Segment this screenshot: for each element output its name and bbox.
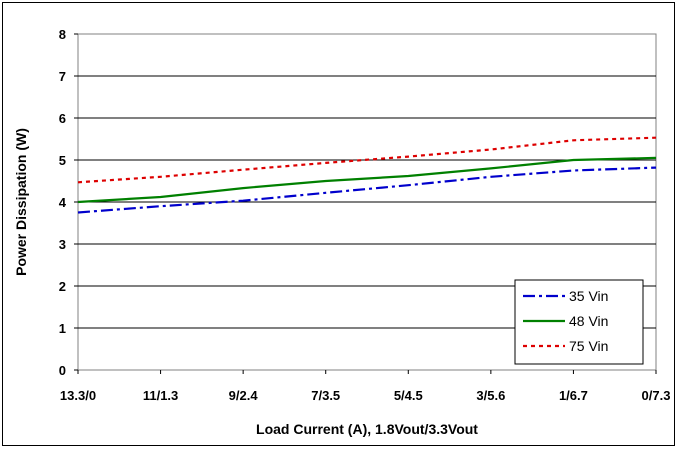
y-axis-title: Power Dissipation (W) bbox=[13, 128, 29, 276]
power-dissipation-chart: 0 1 2 3 4 5 6 7 8 13.3/0 11/1.3 9/2.4 7/3.5 5/4.5 3/5… bbox=[13, 27, 671, 437]
legend-label: 35 Vin bbox=[569, 288, 608, 304]
y-tick-label: 2 bbox=[59, 279, 66, 294]
y-tick-label: 1 bbox=[59, 321, 66, 336]
x-tick-label: 13.3/0 bbox=[60, 388, 96, 403]
y-tick-label: 8 bbox=[59, 27, 66, 42]
series-line-35-vin bbox=[77, 166, 657, 214]
legend-label: 75 Vin bbox=[569, 338, 608, 354]
series-line-75-vin bbox=[77, 136, 657, 184]
x-tick-label: 7/3.5 bbox=[311, 388, 340, 403]
legend: 35 Vin 48 Vin 75 Vin bbox=[514, 279, 644, 365]
x-tick-label: 5/4.5 bbox=[394, 388, 423, 403]
legend-label: 48 Vin bbox=[569, 313, 608, 329]
x-tick-label: 9/2.4 bbox=[229, 388, 259, 403]
x-axis-ticks: 13.3/0 11/1.3 9/2.4 7/3.5 5/4.5 3/5.6 1/6.7 0/7… bbox=[60, 370, 671, 403]
y-tick-label: 6 bbox=[59, 111, 66, 126]
x-tick-label: 3/5.6 bbox=[476, 388, 505, 403]
y-tick-label: 3 bbox=[59, 237, 66, 252]
y-tick-label: 4 bbox=[59, 195, 67, 210]
series-line-48-vin bbox=[77, 156, 657, 204]
chart-frame: 0 1 2 3 4 5 6 7 8 13.3/0 11/1.3 9/2.4 7/3.5 5/4.5 3/5… bbox=[2, 2, 675, 446]
x-tick-label: 0/7.3 bbox=[642, 388, 671, 403]
series-lines bbox=[77, 136, 657, 214]
x-tick-label: 11/1.3 bbox=[143, 388, 178, 403]
x-axis-title: Load Current (A), 1.8Vout/3.3Vout bbox=[256, 421, 478, 437]
y-tick-label: 5 bbox=[59, 153, 66, 168]
y-tick-label: 7 bbox=[59, 69, 66, 84]
x-tick-label: 1/6.7 bbox=[559, 388, 588, 403]
y-axis-ticks: 0 1 2 3 4 5 6 7 8 bbox=[59, 27, 78, 378]
y-tick-label: 0 bbox=[59, 363, 66, 378]
